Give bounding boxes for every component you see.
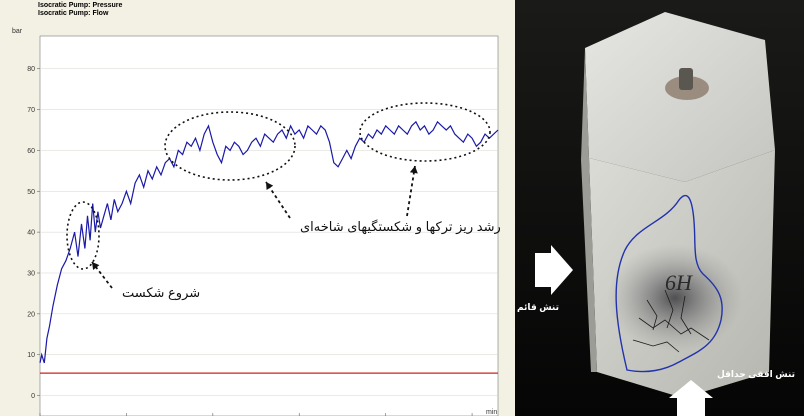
y-tick-label: 20 <box>27 311 35 318</box>
arrow-to-midrange <box>265 181 291 219</box>
annotation-ellipse-early <box>66 201 100 270</box>
y-tick-label: 10 <box>27 352 35 359</box>
cube-left-shadow <box>581 48 597 372</box>
x-axis-label: min <box>486 409 497 416</box>
horizontal-stress-arrow <box>669 380 713 416</box>
annotation-ellipse-midrange <box>164 111 296 181</box>
annotation-ellipse-late <box>359 102 491 162</box>
y-tick-label: 30 <box>27 270 35 277</box>
legend-flow: Isocratic Pump: Flow <box>38 10 109 17</box>
cube-specimen-illustration: 6H <box>515 0 804 416</box>
y-tick-label: 60 <box>27 148 35 155</box>
min-horizontal-stress-label: تنش افقی حداقل <box>717 369 796 379</box>
chart-panel: 0 10 20 30 40 50 60 70 80 bar min Isocratic Pump: … <box>0 0 515 416</box>
fracture-outline <box>615 194 723 373</box>
annotation-fracture-start: شروع شکست <box>122 285 201 300</box>
fracture-cracks <box>632 289 710 353</box>
annotation-crack-growth: رشد ریز ترکها و شکستگیهای شاخه‌ای <box>300 219 501 234</box>
vertical-stress-label: تنش قائم <box>517 302 559 312</box>
legend-pressure: Isocratic Pump: Pressure <box>38 2 123 9</box>
series-line-pressure <box>39 120 499 364</box>
y-axis-label: bar <box>12 28 23 35</box>
vertical-stress-arrow <box>535 245 573 295</box>
y-tick-label: 40 <box>27 230 35 237</box>
arrow-to-late-head <box>409 166 418 174</box>
y-tick-label: 80 <box>27 66 35 73</box>
plot-area <box>39 35 499 416</box>
y-tick-label: 0 <box>31 393 35 400</box>
y-tick-label: 50 <box>27 189 35 196</box>
arrow-to-midrange-head <box>266 182 274 190</box>
specimen-mark: 6H <box>665 270 693 295</box>
borehole-bolt <box>679 68 693 90</box>
specimen-photo: 6H تنش قائم تنش افقی حداقل <box>515 0 804 416</box>
arrow-to-early-head <box>92 262 100 270</box>
y-tick-label: 70 <box>27 107 35 114</box>
fracture-stain <box>607 244 743 352</box>
pressure-chart: 0 10 20 30 40 50 60 70 80 bar min <box>12 28 499 416</box>
arrow-to-late <box>406 165 416 217</box>
